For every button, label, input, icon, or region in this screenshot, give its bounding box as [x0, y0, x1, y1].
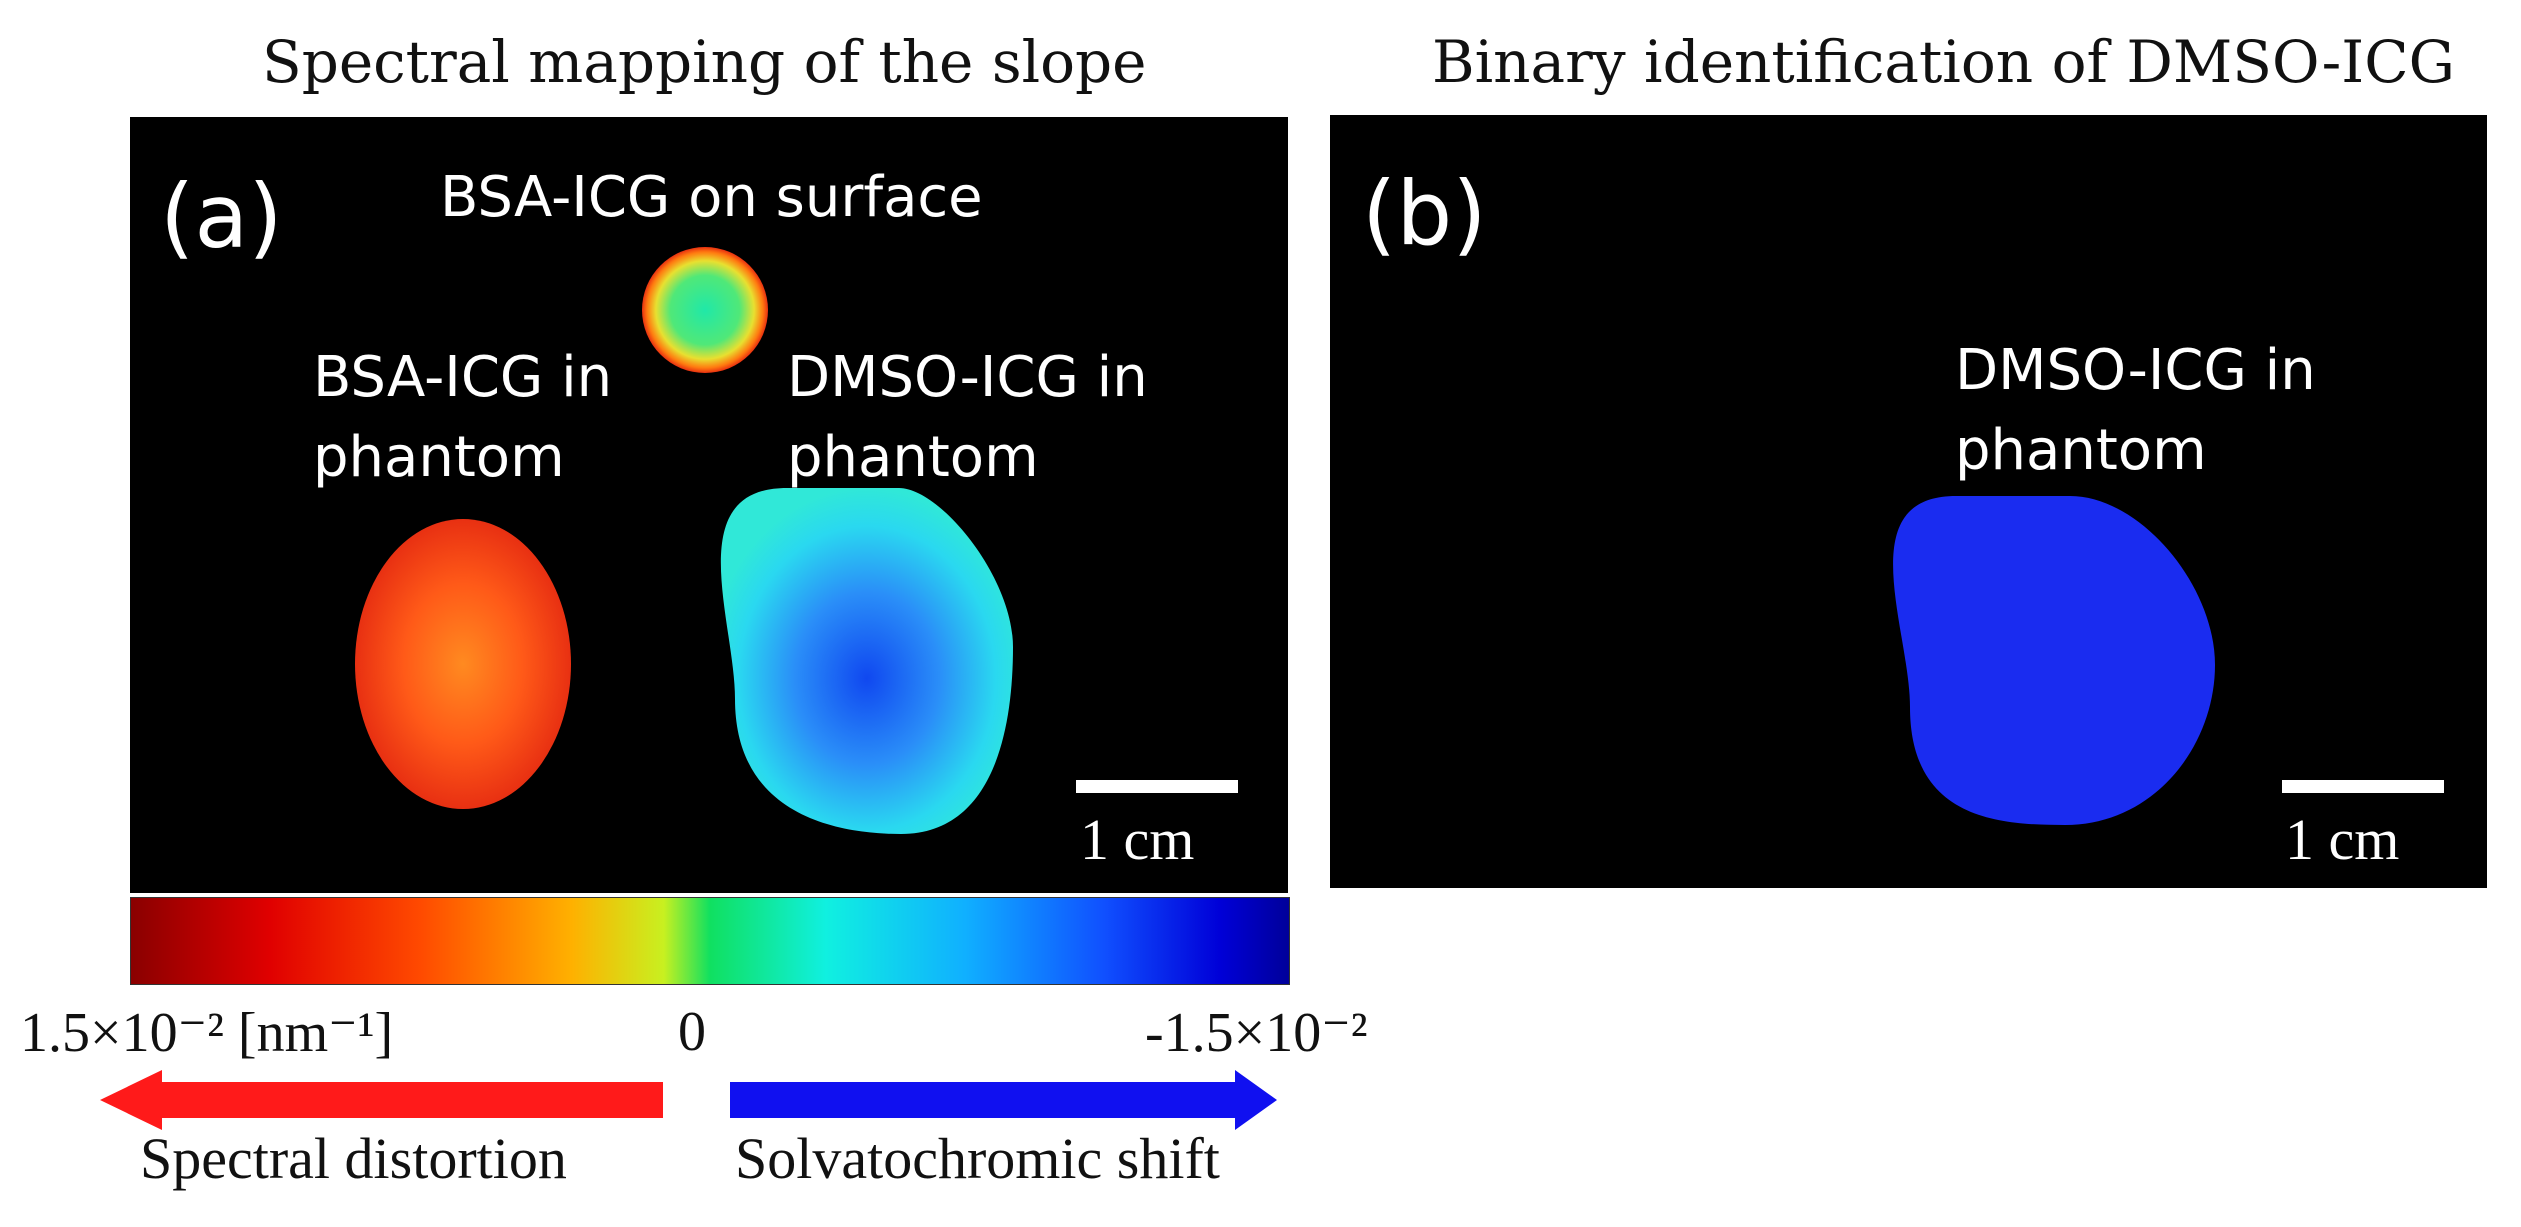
- panel-b-image: [1330, 115, 2487, 888]
- label-b-dmso-line2: phantom: [1955, 418, 2207, 483]
- spectral-distortion-label: Spectral distortion: [140, 1126, 567, 1191]
- dmso-icg-binary-spot: [1893, 496, 2215, 825]
- scale-bar-a: [1076, 780, 1238, 793]
- colorbar-left-label: 1.5×10⁻² [nm⁻¹]: [20, 1002, 394, 1064]
- spectral-distortion-arrow: [100, 1070, 663, 1130]
- panel-b-title: Binary identification of DMSO-ICG: [1432, 28, 2455, 96]
- bsa-icg-surface-spot: [642, 247, 768, 373]
- label-dmso-phantom-line2: phantom: [787, 425, 1039, 490]
- label-dmso-phantom-line1: DMSO-ICG in: [787, 345, 1148, 410]
- label-b-dmso-line1: DMSO-ICG in: [1955, 338, 2316, 403]
- dmso-icg-phantom-spot: [720, 488, 1013, 834]
- colorbar-right-label: -1.5×10⁻²: [1145, 1002, 1368, 1064]
- panel-a-image: [130, 117, 1288, 893]
- scale-label-a: 1 cm: [1080, 807, 1195, 872]
- panel-a-letter: (a): [160, 165, 283, 268]
- colorbar: [130, 897, 1290, 985]
- label-bsa-surface: BSA-ICG on surface: [440, 165, 983, 230]
- panel-a-svg: [355, 247, 1238, 834]
- panel-b-letter: (b): [1362, 162, 1487, 265]
- colorbar-center-label: 0: [678, 1001, 706, 1063]
- panel-b-svg: [1893, 496, 2444, 825]
- solvatochromic-shift-label: Solvatochromic shift: [735, 1126, 1220, 1191]
- direction-arrows: [100, 1070, 1277, 1130]
- scale-bar-b: [2282, 780, 2444, 793]
- label-bsa-phantom-line1: BSA-ICG in: [313, 345, 613, 410]
- scale-label-b: 1 cm: [2285, 807, 2400, 872]
- panel-a-title: Spectral mapping of the slope: [262, 28, 1147, 96]
- solvatochromic-shift-arrow: [730, 1070, 1277, 1130]
- bsa-icg-phantom-spot: [355, 519, 571, 809]
- label-bsa-phantom-line2: phantom: [313, 425, 565, 490]
